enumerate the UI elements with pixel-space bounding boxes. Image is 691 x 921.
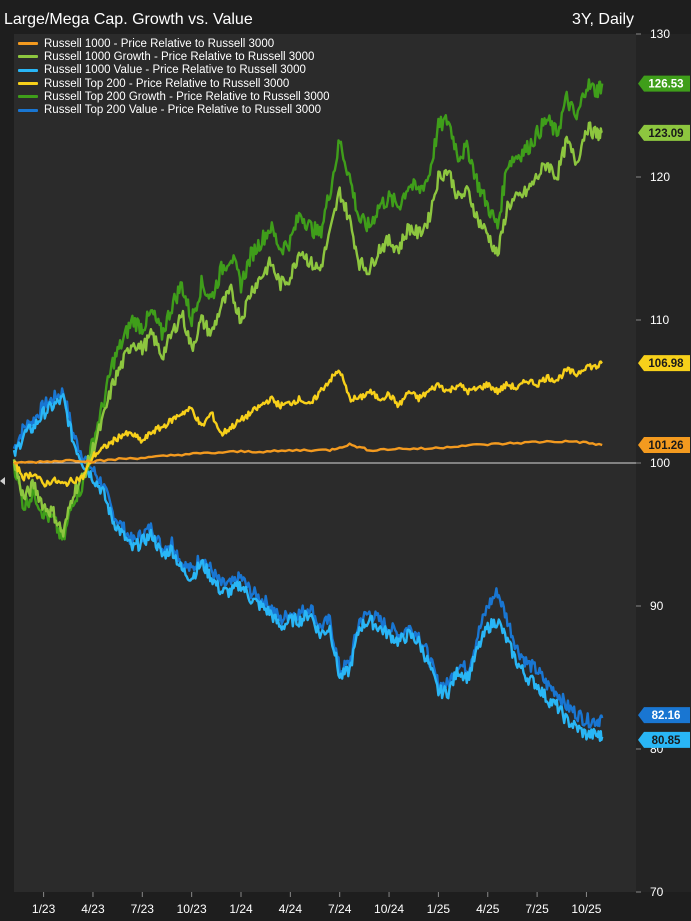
legend-item[interactable]: Russell Top 200 Value - Price Relative t… [18, 103, 330, 116]
chart-period[interactable]: 3Y, Daily [572, 11, 634, 28]
legend-swatch [18, 82, 38, 86]
x-tick-label: 7/23 [131, 902, 155, 916]
y-axis-panel [636, 34, 691, 892]
legend-swatch [18, 68, 38, 72]
last-value-badge: 80.85 [638, 731, 690, 748]
legend-item[interactable]: Russell 1000 - Price Relative to Russell… [18, 37, 330, 50]
legend-label: Russell Top 200 Growth - Price Relative … [44, 90, 330, 103]
legend-label: Russell 1000 - Price Relative to Russell… [44, 37, 275, 50]
series-line-russell-top200 [13, 360, 603, 488]
x-tick-label: 10/24 [374, 902, 404, 916]
x-tick-label: 7/24 [328, 902, 352, 916]
legend-label: Russell 1000 Growth - Price Relative to … [44, 50, 315, 63]
last-value-badge: 123.09 [638, 124, 690, 141]
series-line-russell-top200-value [12, 387, 604, 729]
legend-swatch [18, 55, 38, 59]
badge-value: 80.85 [652, 735, 681, 747]
y-tick-label: 130 [650, 27, 670, 41]
y-tick-label: 110 [650, 313, 669, 327]
last-value-badge: 106.98 [638, 355, 690, 372]
series-line-russell-1000-growth [12, 121, 603, 538]
y-tick-label: 120 [650, 170, 670, 184]
x-tick-label: 4/23 [81, 902, 105, 916]
x-tick-label: 1/24 [229, 902, 253, 916]
badge-shape [638, 731, 690, 748]
legend-item[interactable]: Russell Top 200 Growth - Price Relative … [18, 90, 330, 103]
legend-label: Russell 1000 Value - Price Relative to R… [44, 64, 306, 77]
last-value-badge: 101.26 [638, 436, 690, 453]
badge-shape [638, 436, 690, 453]
x-tick-label: 1/25 [427, 902, 451, 916]
x-tick-label: 7/25 [525, 902, 549, 916]
legend-swatch [18, 42, 38, 46]
legend-label: Russell Top 200 - Price Relative to Russ… [44, 77, 290, 90]
x-axis-panel [14, 892, 691, 921]
legend-item[interactable]: Russell 1000 Growth - Price Relative to … [18, 50, 330, 63]
y-tick-label: 90 [650, 599, 664, 613]
badge-shape [638, 75, 690, 92]
y-tick-label: 100 [650, 456, 670, 470]
last-value-badge: 126.53 [638, 75, 690, 92]
badge-shape [638, 355, 690, 372]
badge-shape [638, 707, 690, 724]
chart-title: Large/Mega Cap. Growth vs. Value [4, 11, 253, 28]
x-tick-label: 10/25 [571, 902, 601, 916]
legend-item[interactable]: Russell 1000 Value - Price Relative to R… [18, 64, 330, 77]
series-line-russell-1000-value [12, 393, 604, 742]
badge-shape [638, 124, 690, 141]
badge-value: 106.98 [648, 358, 684, 370]
badge-value: 123.09 [648, 128, 683, 140]
x-tick-label: 4/25 [476, 902, 500, 916]
series-line-russell-top200-growth [12, 78, 604, 541]
badge-value: 82.16 [652, 710, 681, 722]
series-line-russell-1000 [13, 439, 603, 465]
last-value-badge: 82.16 [638, 707, 690, 724]
left-marker-icon [0, 477, 5, 485]
badge-value: 101.26 [648, 440, 683, 452]
badge-value: 126.53 [648, 79, 683, 91]
x-tick-label: 10/23 [177, 902, 207, 916]
legend-swatch [18, 95, 38, 99]
legend-swatch [18, 108, 38, 112]
legend-item[interactable]: Russell Top 200 - Price Relative to Russ… [18, 77, 330, 90]
y-tick-label: 70 [650, 885, 664, 899]
x-tick-label: 1/23 [32, 902, 56, 916]
legend-label: Russell Top 200 Value - Price Relative t… [44, 104, 321, 117]
x-tick-label: 4/24 [279, 902, 303, 916]
legend: Russell 1000 - Price Relative to Russell… [18, 37, 330, 117]
